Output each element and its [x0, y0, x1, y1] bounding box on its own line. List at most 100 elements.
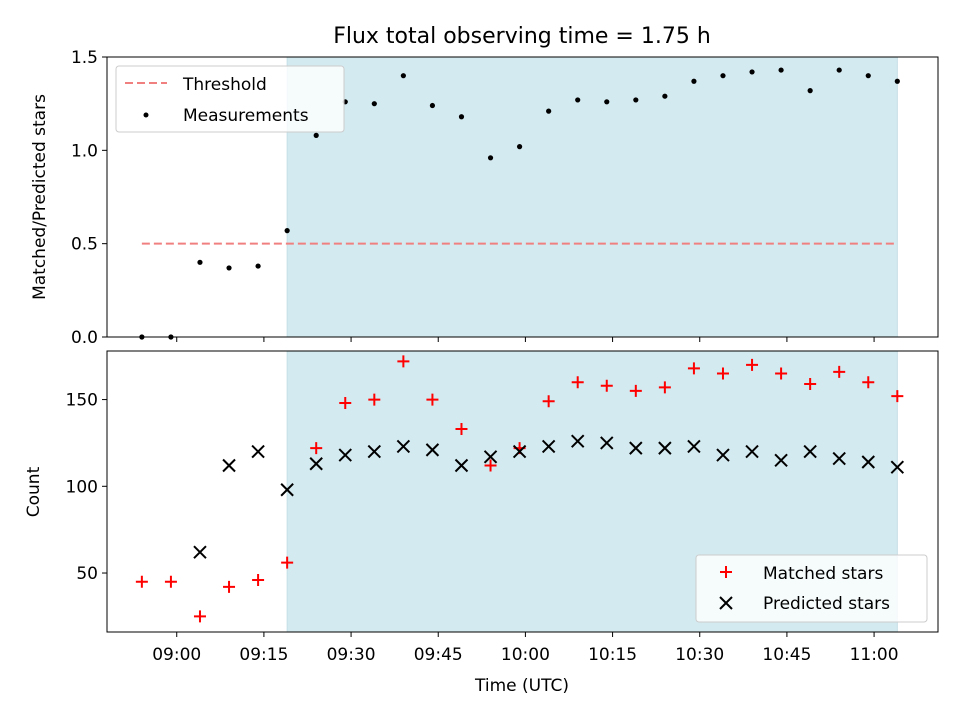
measurement-point	[371, 101, 377, 107]
measurement-point	[749, 69, 755, 75]
measurement-point	[865, 73, 871, 79]
predicted-legend-swatch	[719, 596, 733, 610]
predicted-star-marker	[367, 444, 382, 459]
measurement-point	[807, 88, 813, 94]
predicted-star-marker	[658, 441, 672, 455]
top-panel: 0.0 0.5 1.0 1.5 Matched/Predicted stars Thr…	[30, 48, 939, 348]
bottom-legend: Matched stars Predicted stars	[695, 554, 928, 623]
measurement-point	[633, 97, 639, 103]
measurement-point	[662, 93, 668, 99]
x-tick-label: 09:45	[414, 645, 463, 665]
matched-star-marker	[804, 377, 817, 390]
bottom-x-axis: 09:00 09:15 09:30 09:45 10:00 10:15 10:30 10:45…	[152, 632, 899, 665]
x-tick-label: 10:45	[762, 645, 811, 665]
top-y-axis-label: Matched/Predicted stars	[30, 94, 50, 300]
measurement-point	[400, 73, 406, 79]
measurement-point	[458, 114, 465, 120]
y-tick-label: 100	[66, 477, 98, 497]
measurement-point	[197, 259, 203, 265]
measurement-point	[284, 228, 290, 234]
predicted-star-marker	[687, 439, 701, 454]
threshold-legend-label: Threshold	[182, 75, 267, 95]
measurement-point	[836, 67, 842, 73]
chart-title: Flux total observing time = 1.75 h	[333, 24, 711, 49]
measurement-point	[604, 99, 610, 105]
matched-star-marker	[484, 459, 497, 472]
top-legend: Threshold Measurements	[115, 65, 345, 133]
predicted-stars-series	[193, 434, 905, 559]
matched-star-marker	[862, 376, 875, 389]
predicted-star-marker	[600, 436, 614, 450]
matched-star-marker	[629, 384, 642, 397]
predicted-legend-label: Predicted stars	[763, 594, 890, 614]
matched-star-marker	[716, 367, 729, 380]
matched-star-marker	[281, 556, 294, 569]
measurement-point	[778, 67, 784, 73]
matched-star-marker	[455, 423, 468, 436]
predicted-star-marker	[716, 448, 730, 462]
predicted-star-marker	[570, 434, 585, 448]
predicted-star-marker	[861, 455, 875, 469]
matched-star-marker	[397, 355, 410, 368]
matched-star-marker	[426, 393, 439, 406]
measurement-point	[255, 263, 261, 269]
predicted-star-marker	[396, 439, 411, 454]
matched-star-marker	[252, 573, 265, 586]
matched-legend-swatch	[720, 566, 732, 578]
x-tick-label: 09:15	[239, 645, 288, 665]
y-tick-label: 50	[76, 564, 98, 584]
top-x-ticks	[176, 337, 875, 342]
matched-star-marker	[310, 442, 323, 455]
bottom-y-axis-label: Count	[24, 466, 44, 517]
y-tick-label: 0.5	[71, 235, 98, 255]
matched-star-marker	[775, 367, 788, 380]
matched-star-marker	[833, 365, 846, 378]
bottom-legend-box	[695, 554, 928, 623]
matched-star-marker	[746, 358, 759, 371]
matched-star-marker	[687, 362, 700, 375]
matched-star-marker	[339, 397, 352, 410]
y-tick-label: 1.5	[71, 48, 98, 68]
predicted-star-marker	[483, 450, 498, 464]
measurement-point	[313, 132, 319, 138]
matched-star-marker	[193, 610, 206, 623]
matched-star-marker	[571, 376, 584, 389]
predicted-star-marker	[890, 460, 905, 474]
x-tick-label: 10:00	[501, 645, 550, 665]
measurements-series	[139, 67, 900, 340]
x-tick-label: 09:30	[327, 645, 376, 665]
measurement-point	[226, 265, 232, 271]
observing-window-shade	[286, 56, 898, 338]
top-axes-frame	[106, 56, 939, 338]
measurement-point	[720, 73, 726, 79]
predicted-star-marker	[338, 448, 352, 462]
x-tick-label: 09:00	[152, 645, 201, 665]
measurement-point	[546, 108, 552, 114]
measurement-point	[691, 78, 697, 84]
predicted-star-marker	[280, 483, 294, 497]
predicted-star-marker	[309, 457, 323, 471]
top-legend-box	[115, 65, 345, 133]
matched-star-marker	[135, 575, 148, 588]
x-tick-label: 10:30	[675, 645, 724, 665]
predicted-star-marker	[222, 458, 236, 473]
bottom-y-axis: 50 100 150	[66, 391, 107, 584]
predicted-star-marker	[803, 444, 817, 459]
predicted-star-marker	[251, 444, 265, 459]
matched-star-marker	[658, 381, 671, 394]
matched-legend-label: Matched stars	[763, 564, 883, 584]
top-y-axis: 0.0 0.5 1.0 1.5	[71, 48, 107, 348]
predicted-star-marker	[512, 444, 527, 459]
measurement-point	[516, 144, 523, 150]
predicted-star-marker	[832, 451, 846, 466]
measurement-point	[894, 78, 900, 84]
matched-stars-series	[135, 355, 904, 623]
measurement-point	[487, 155, 494, 161]
predicted-star-marker	[629, 441, 643, 455]
predicted-star-marker	[745, 444, 759, 459]
matched-star-marker	[368, 393, 381, 406]
matched-star-marker	[600, 379, 613, 392]
measurements-legend-label: Measurements	[183, 106, 309, 126]
matched-star-marker	[891, 390, 904, 403]
